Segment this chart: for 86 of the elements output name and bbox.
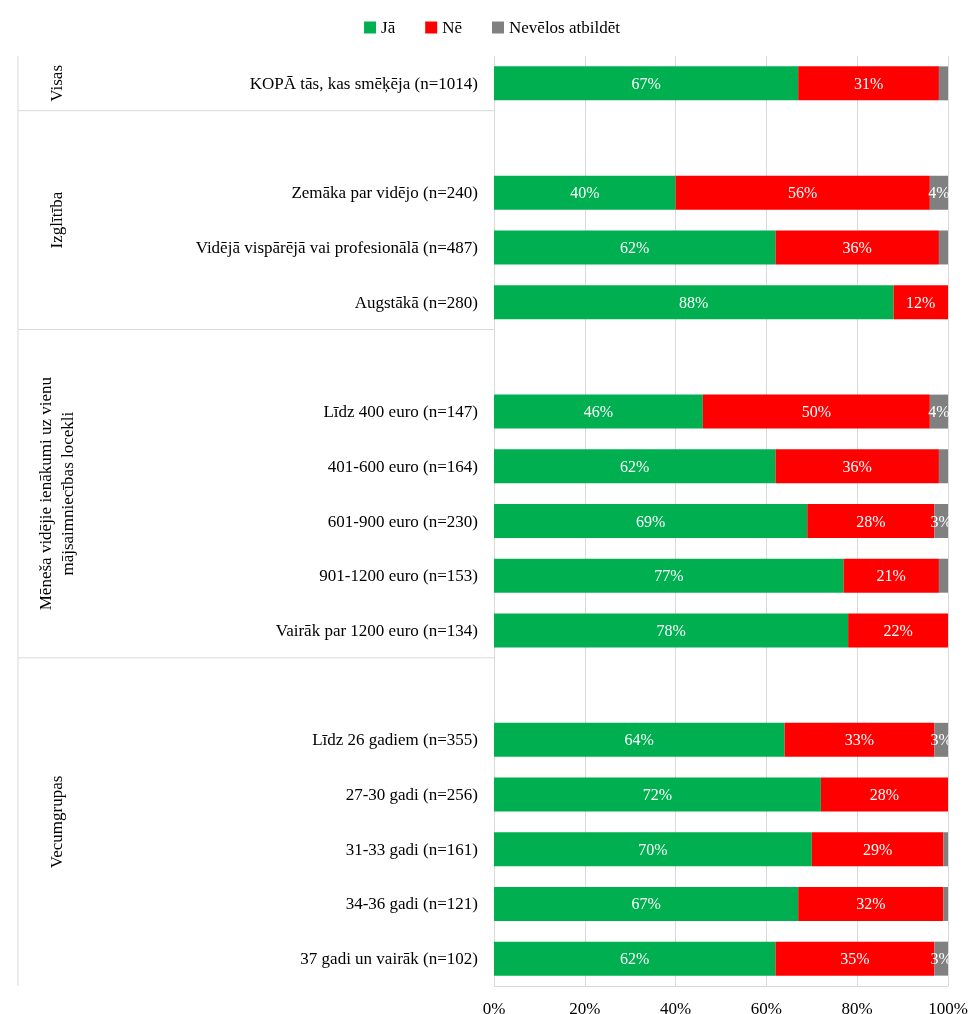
bar (775, 230, 939, 265)
data-label: 64% (624, 731, 654, 749)
data-label: 12% (906, 293, 936, 311)
legend-label: Nevēlos atbildēt (509, 18, 621, 37)
bar (938, 449, 948, 484)
data-label: 35% (840, 950, 870, 968)
bar (494, 722, 785, 757)
data-label: 69% (635, 512, 666, 530)
bar (494, 832, 812, 867)
bar (494, 886, 799, 921)
bar (494, 613, 849, 648)
y-tick-label: Vairāk par 1200 euro (n=134) (275, 620, 478, 640)
x-tick-label: 80% (841, 999, 873, 1014)
bar (494, 285, 894, 320)
bar (938, 558, 948, 593)
text: Mēneša vidējie ienākumi uz vienu mājsaimniecības locekli (35, 376, 77, 611)
data-label: 36% (842, 238, 872, 256)
bar (893, 285, 948, 320)
data-label: 67% (631, 74, 661, 92)
data-label: 62% (620, 457, 650, 475)
data-label: 70% (638, 840, 668, 858)
bar (848, 613, 948, 648)
bar (675, 175, 930, 210)
bar (494, 941, 776, 976)
y-tick-label: 27-30 gadi (n=256) (345, 785, 478, 805)
data-label: 77% (654, 567, 684, 585)
data-label: 28% (856, 512, 886, 530)
y-tick-label: KOPĀ tās, kas smēķēja (n=1014) (249, 73, 478, 93)
x-tick-label: 100% (928, 999, 968, 1014)
y-tick-label: 601-900 euro (n=230) (327, 511, 478, 531)
y-tick-label: Līdz 26 gadiem (n=355) (312, 730, 478, 750)
y-tick-label: Līdz 400 euro (n=147) (323, 402, 478, 422)
bar (494, 777, 821, 812)
y-tick-label: Augstākā (n=280) (354, 292, 478, 312)
data-label: 67% (631, 895, 661, 913)
bar (494, 230, 776, 265)
data-label: 40% (570, 184, 600, 202)
bar (775, 449, 939, 484)
data-label: 56% (788, 184, 818, 202)
x-tick-label: 40% (660, 999, 692, 1014)
data-label: 22% (883, 621, 913, 639)
x-tick-label: 60% (750, 999, 782, 1014)
y-tick-label: 401-600 euro (n=164) (327, 456, 478, 476)
y-tick-label: 37 gadi un vairāk (n=102) (300, 949, 478, 969)
bar (938, 66, 948, 101)
y-tick-label: Zemāka par vidējo (n=240) (291, 183, 478, 203)
y-tick-label: 901-1200 euro (n=153) (319, 566, 478, 586)
data-label: 33% (844, 731, 875, 749)
bar (938, 230, 948, 265)
bar (943, 886, 948, 921)
data-label: 21% (876, 567, 906, 585)
data-label: 32% (856, 895, 886, 913)
y-tick-label: Vidējā vispārējā vai profesionālā (n=487) (195, 237, 478, 257)
x-tick-label: 20% (569, 999, 601, 1014)
bar (811, 832, 944, 867)
y-tick-label: 34-36 gadi (n=121) (345, 894, 478, 914)
bar (494, 558, 844, 593)
bar (494, 504, 808, 538)
text: Vecumgrupas (46, 775, 66, 869)
data-label: 78% (656, 621, 686, 639)
data-label: 46% (583, 403, 614, 421)
bar (494, 66, 799, 101)
bar (494, 449, 776, 484)
legend-label: Nē (442, 18, 463, 37)
data-label: 88% (679, 293, 709, 311)
bar (494, 394, 703, 429)
data-label: 62% (620, 238, 650, 256)
x-tick-label: 0% (482, 999, 506, 1014)
bar (843, 558, 939, 593)
bar (943, 832, 948, 867)
data-label: 72% (642, 786, 673, 804)
bar (702, 394, 930, 429)
data-label: 29% (862, 840, 893, 858)
bar (820, 777, 948, 812)
bar (494, 175, 676, 210)
data-label: 62% (620, 950, 650, 968)
y-tick-label: 31-33 gadi (n=161) (345, 839, 478, 859)
text: Visas (46, 64, 66, 102)
data-label: 36% (842, 457, 872, 475)
data-label: 28% (869, 786, 900, 804)
data-label: 31% (853, 74, 884, 92)
text: Izglītība (46, 191, 66, 249)
data-label: 50% (801, 403, 831, 421)
bar (798, 886, 944, 921)
legend-label: Jā (381, 18, 396, 37)
bar (798, 66, 939, 101)
